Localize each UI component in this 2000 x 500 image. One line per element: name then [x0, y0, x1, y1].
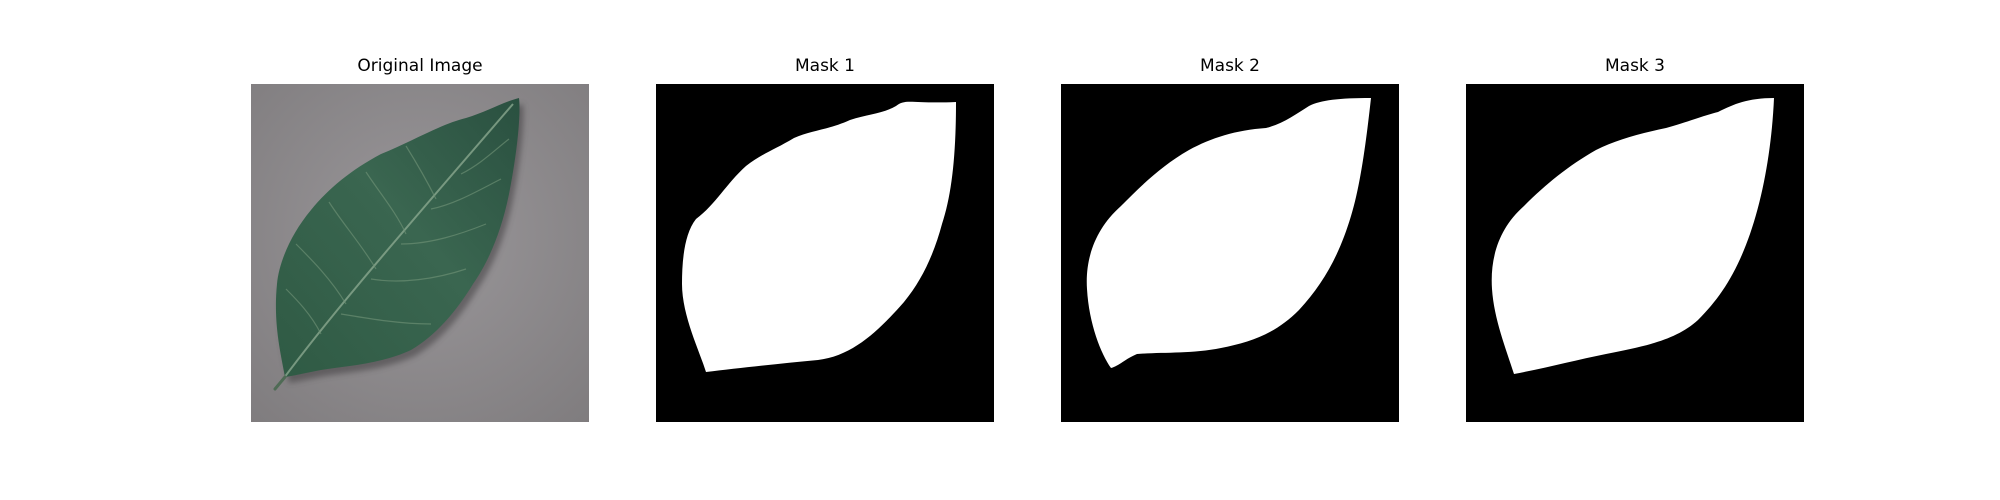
- panel-title-original-image: Original Image: [357, 56, 483, 76]
- panel-title-mask-1: Mask 1: [794, 56, 855, 76]
- mask-3-image: [1466, 84, 1804, 422]
- binary-mask-icon: [1061, 84, 1399, 422]
- leaf-photo-icon: [251, 84, 589, 422]
- mask-2-image: [1061, 84, 1399, 422]
- panel-mask-1: Mask 1: [656, 56, 994, 422]
- leaf-veins: [285, 138, 510, 335]
- mask-foreground: [1491, 98, 1774, 374]
- panel-mask-2: Mask 2: [1061, 56, 1399, 422]
- leaf-stem: [273, 375, 287, 391]
- mask-1-image: [656, 84, 994, 422]
- panel-title-mask-3: Mask 3: [1604, 56, 1665, 76]
- panel-original-image: Original Image: [251, 56, 589, 422]
- binary-mask-icon: [656, 84, 994, 422]
- original-image: [251, 84, 589, 422]
- mask-foreground: [1086, 98, 1371, 368]
- panel-title-mask-2: Mask 2: [1199, 56, 1260, 76]
- mask-foreground: [682, 101, 956, 372]
- panel-mask-3: Mask 3: [1466, 56, 1804, 422]
- binary-mask-icon: [1466, 84, 1804, 422]
